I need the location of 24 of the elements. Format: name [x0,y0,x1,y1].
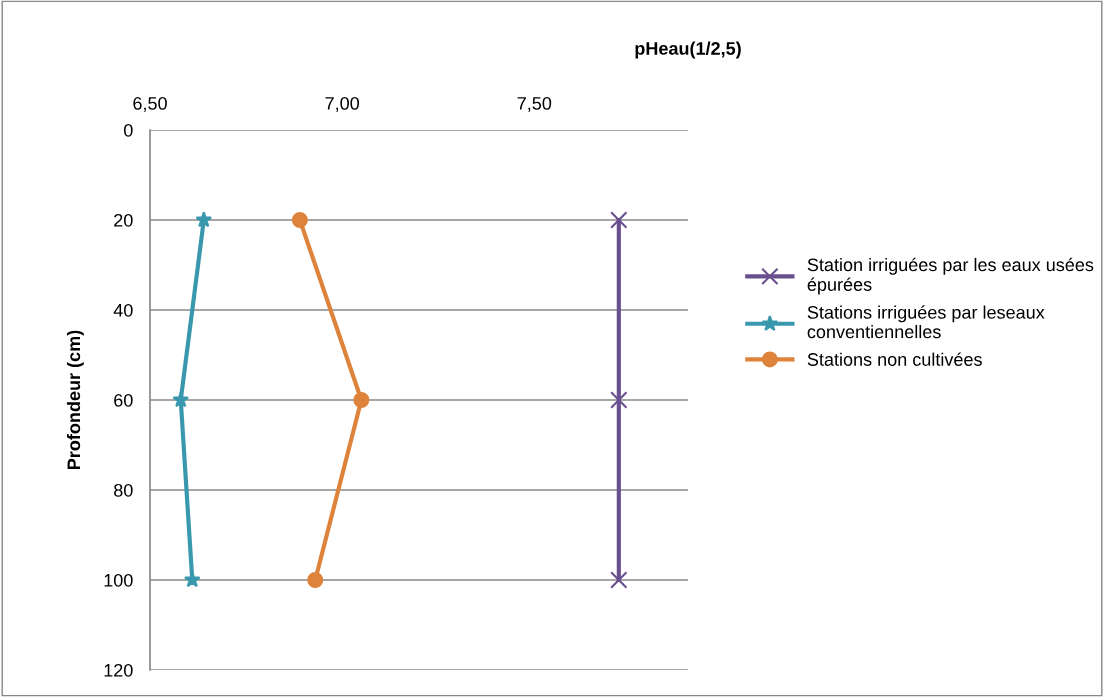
legend-label: Station irriguées par les eaux usées épurées [807,257,1094,295]
point [610,391,628,409]
y-tick-label: 100 [104,573,133,587]
legend-label: Stations irriguées par leseaux conventiennelles [807,305,1045,339]
y-tick-label: 20 [114,213,133,227]
x-tick-label: 7,00 [325,96,360,112]
y-tick-label: 80 [114,483,133,497]
point [307,572,324,588]
y-tick-label: 0 [124,123,133,137]
point [195,211,213,228]
point [353,392,370,408]
point [183,571,201,588]
x-axis-title: pHeau(1/2,5) [635,41,741,59]
point [291,212,308,228]
y-tick-label: 40 [113,303,133,317]
x-tick-label: 7,50 [517,96,552,112]
legend-label: Stations non cultivées [807,352,982,366]
point [610,211,628,229]
x-tick-label: 6,50 [133,96,167,112]
point [172,391,190,408]
y-tick-label: 60 [114,393,133,407]
y-tick-label: 120 [104,663,133,677]
y-axis-title: Profondeur (cm) [66,330,84,470]
point [610,571,628,589]
